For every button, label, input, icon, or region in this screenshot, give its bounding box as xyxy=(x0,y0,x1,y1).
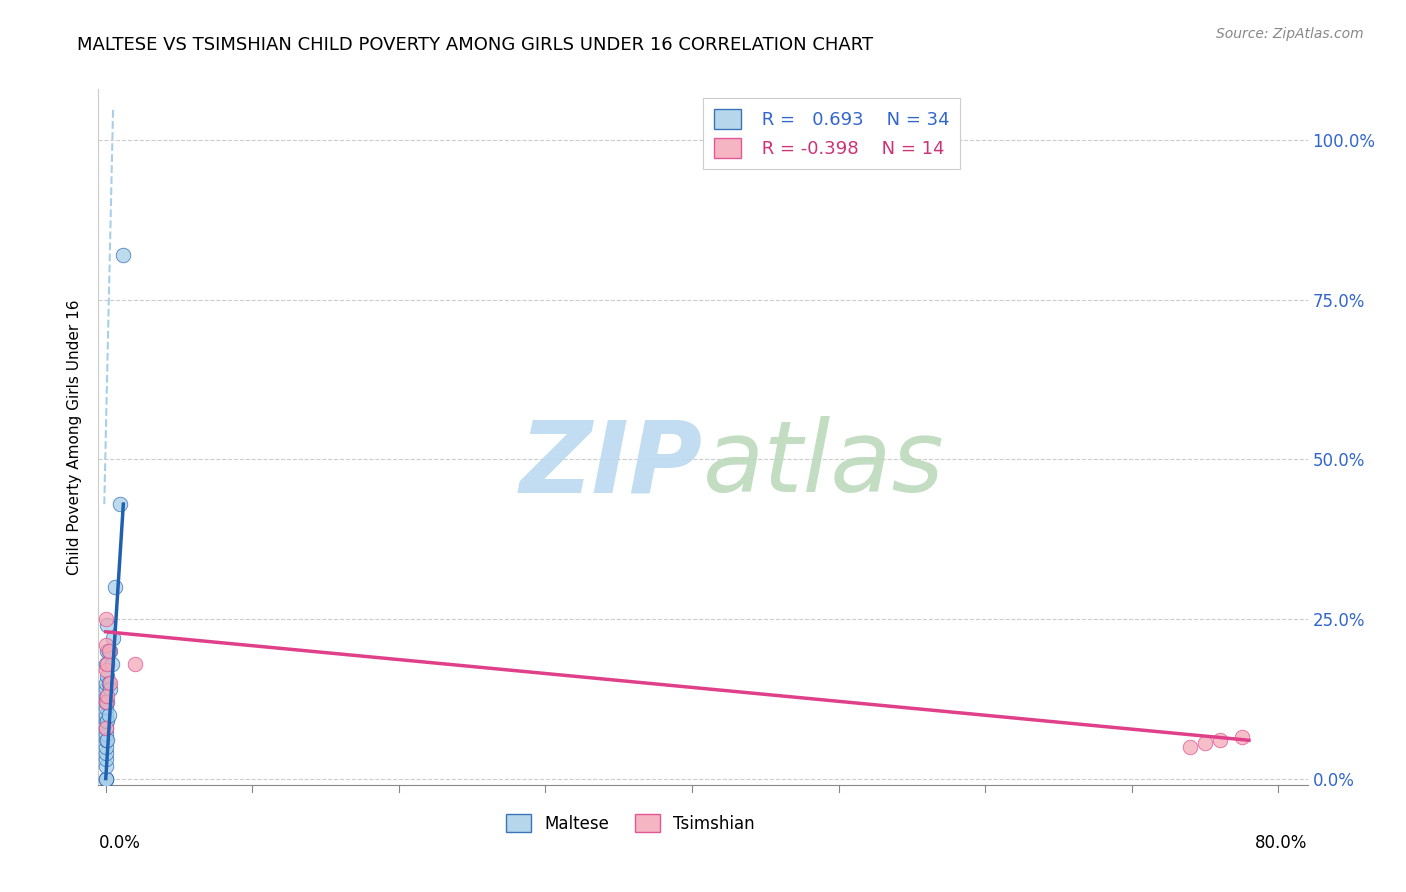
Point xyxy=(94,676,117,690)
Text: 80.0%: 80.0% xyxy=(1256,834,1308,852)
Point xyxy=(94,759,117,773)
Point xyxy=(94,733,117,747)
Legend: Maltese, Tsimshian: Maltese, Tsimshian xyxy=(499,807,761,839)
Point xyxy=(96,644,118,658)
Point xyxy=(1180,739,1202,754)
Point xyxy=(94,695,117,709)
Point xyxy=(97,644,120,658)
Point xyxy=(96,657,118,671)
Text: ZIP: ZIP xyxy=(520,417,703,514)
Point xyxy=(124,657,146,671)
Point xyxy=(96,714,118,728)
Point xyxy=(94,727,117,741)
Text: atlas: atlas xyxy=(703,417,945,514)
Point xyxy=(94,721,117,735)
Point xyxy=(94,701,117,715)
Point xyxy=(94,612,117,626)
Point xyxy=(94,752,117,766)
Point xyxy=(94,695,117,709)
Point xyxy=(94,739,117,754)
Point xyxy=(96,733,118,747)
Point xyxy=(98,644,121,658)
Point xyxy=(97,676,120,690)
Point xyxy=(112,248,135,262)
Point xyxy=(1194,736,1216,750)
Point xyxy=(110,497,132,511)
Point xyxy=(94,638,117,652)
Point xyxy=(101,631,124,645)
Point xyxy=(1230,730,1253,744)
Text: 0.0%: 0.0% xyxy=(98,834,141,852)
Point xyxy=(94,682,117,697)
Point xyxy=(103,580,125,594)
Point xyxy=(98,682,121,697)
Point xyxy=(94,746,117,760)
Y-axis label: Child Poverty Among Girls Under 16: Child Poverty Among Girls Under 16 xyxy=(67,300,83,574)
Point xyxy=(97,644,120,658)
Point xyxy=(94,663,117,677)
Point xyxy=(94,714,117,728)
Point xyxy=(94,772,117,786)
Point xyxy=(96,618,118,632)
Point xyxy=(1208,733,1230,747)
Text: Source: ZipAtlas.com: Source: ZipAtlas.com xyxy=(1216,27,1364,41)
Point xyxy=(96,689,118,703)
Point xyxy=(94,689,117,703)
Point xyxy=(94,657,117,671)
Point xyxy=(94,772,117,786)
Point xyxy=(98,676,121,690)
Point xyxy=(94,772,117,786)
Point xyxy=(94,721,117,735)
Point xyxy=(96,695,118,709)
Point xyxy=(97,707,120,722)
Point xyxy=(94,707,117,722)
Point xyxy=(100,657,122,671)
Text: MALTESE VS TSIMSHIAN CHILD POVERTY AMONG GIRLS UNDER 16 CORRELATION CHART: MALTESE VS TSIMSHIAN CHILD POVERTY AMONG… xyxy=(77,36,873,54)
Point xyxy=(96,669,118,683)
